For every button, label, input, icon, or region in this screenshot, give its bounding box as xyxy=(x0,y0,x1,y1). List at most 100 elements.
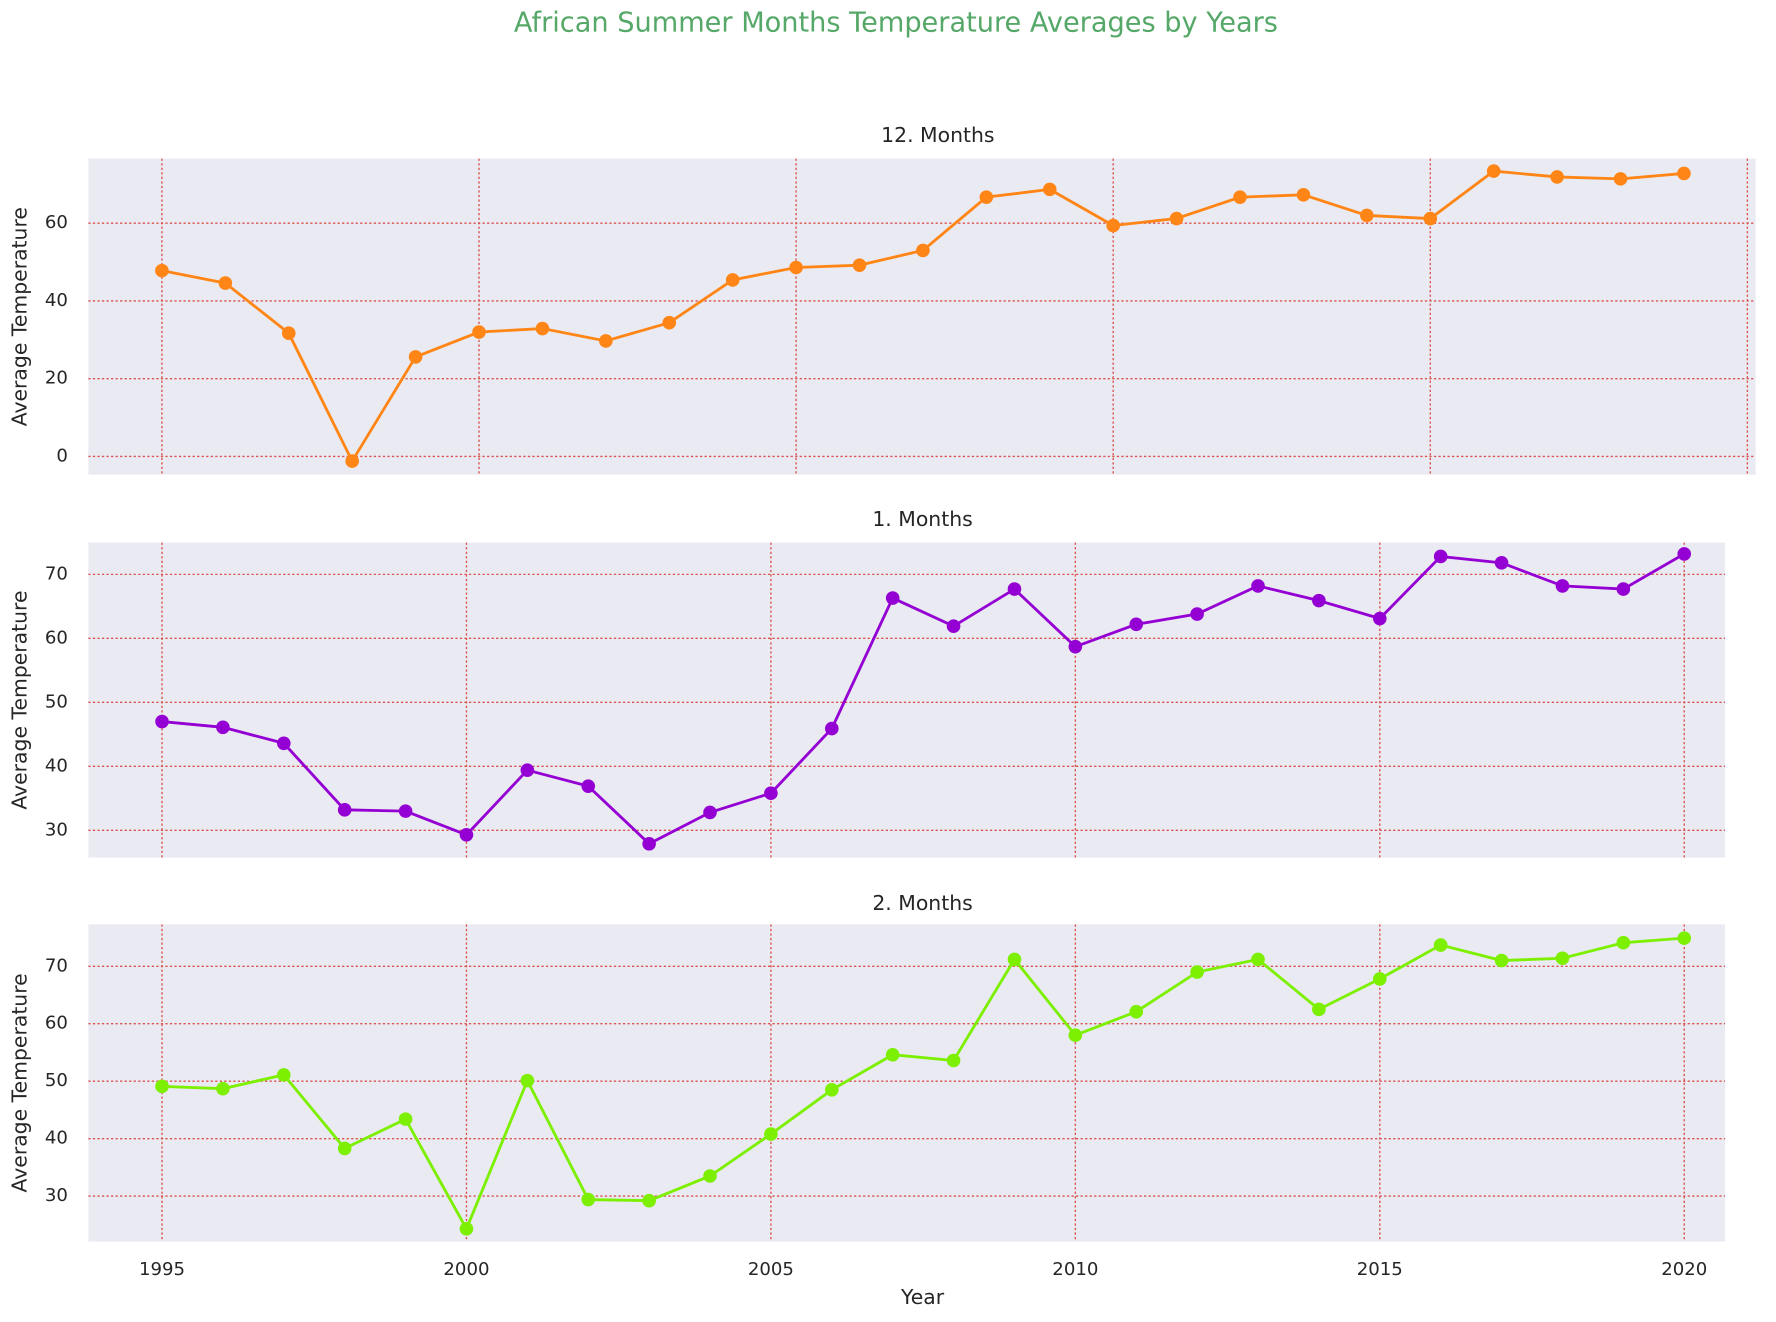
data-point xyxy=(1251,579,1265,593)
data-point xyxy=(1555,951,1570,966)
data-point xyxy=(642,1193,656,1208)
y-tick-label: 60 xyxy=(45,212,68,233)
data-point xyxy=(1550,170,1564,184)
y-tick-label: 60 xyxy=(45,1013,68,1034)
x-tick-label: 2010 xyxy=(1052,1259,1098,1280)
data-point xyxy=(277,1068,291,1082)
data-point xyxy=(459,828,474,842)
data-point xyxy=(725,273,740,287)
subplot-title: 12. Months xyxy=(881,123,994,147)
data-point xyxy=(885,1047,900,1062)
data-point xyxy=(1616,935,1631,950)
data-point xyxy=(218,276,233,290)
y-tick-label: 60 xyxy=(45,627,68,648)
data-point xyxy=(155,1079,169,1094)
data-point xyxy=(764,786,778,801)
data-point xyxy=(581,779,596,793)
data-point xyxy=(1616,582,1631,596)
data-line xyxy=(161,936,1685,1233)
data-point xyxy=(979,190,994,204)
y-tick-label: 40 xyxy=(45,290,68,311)
data-point xyxy=(703,1169,717,1183)
data-point xyxy=(1312,1002,1326,1017)
data-point xyxy=(1068,639,1083,654)
data-point xyxy=(885,591,900,605)
data-point xyxy=(337,803,352,817)
data-point xyxy=(852,258,867,272)
y-tick-label: 70 xyxy=(45,563,68,584)
data-point xyxy=(472,325,486,339)
data-point xyxy=(825,1083,839,1097)
data-point xyxy=(520,763,535,777)
data-point xyxy=(277,736,291,751)
x-tick-label: 1995 xyxy=(139,1259,185,1280)
y-tick-label: 20 xyxy=(45,368,68,389)
y-axis-label: Average Temperature xyxy=(7,207,31,426)
plot-area xyxy=(88,158,1756,475)
y-axis-label: Average Temperature xyxy=(7,590,31,809)
data-point xyxy=(1169,211,1184,226)
data-point xyxy=(599,334,613,348)
x-tick-label: 2015 xyxy=(1357,1259,1403,1280)
data-point xyxy=(946,619,961,633)
x-tick-label: 2000 xyxy=(443,1259,489,1280)
x-tick-label: 2020 xyxy=(1661,1259,1707,1280)
y-tick-label: 50 xyxy=(45,1070,68,1091)
y-tick-label: 30 xyxy=(45,1185,68,1206)
data-point xyxy=(1233,190,1247,204)
data-point xyxy=(1106,218,1120,233)
data-point xyxy=(1423,211,1438,226)
data-point xyxy=(1486,164,1501,178)
data-point xyxy=(1190,965,1204,979)
data-point xyxy=(1677,547,1692,561)
subplot-title: 1. Months xyxy=(872,507,972,531)
data-point xyxy=(1372,611,1387,626)
y-tick-label: 50 xyxy=(45,691,68,712)
data-point xyxy=(703,805,717,820)
data-point xyxy=(520,1073,535,1088)
data-point xyxy=(398,1112,413,1126)
data-point xyxy=(946,1053,961,1068)
data-point xyxy=(216,720,230,735)
data-point xyxy=(1433,549,1448,564)
data-point xyxy=(1190,607,1204,621)
data-line xyxy=(161,552,1685,846)
figure-title: African Summer Months Temperature Averag… xyxy=(514,7,1278,38)
data-point xyxy=(398,804,413,818)
plot-area xyxy=(88,542,1726,858)
data-point xyxy=(1677,931,1692,945)
plot-area xyxy=(88,924,1726,1242)
data-point xyxy=(825,721,839,736)
data-point xyxy=(1296,188,1311,202)
data-point xyxy=(337,1141,352,1156)
y-axis-label: Average Temperature xyxy=(7,973,31,1192)
data-point xyxy=(789,260,803,275)
data-point xyxy=(1360,208,1374,223)
data-point xyxy=(1494,953,1509,968)
data-point xyxy=(1613,172,1628,186)
x-tick-label: 2005 xyxy=(748,1259,794,1280)
data-point xyxy=(764,1127,778,1141)
data-point xyxy=(1312,593,1326,608)
subplot-title: 2. Months xyxy=(872,891,972,915)
data-point xyxy=(642,836,656,851)
data-point xyxy=(216,1081,230,1096)
data-point xyxy=(1007,952,1022,967)
y-tick-label: 40 xyxy=(45,1128,68,1149)
y-tick-label: 40 xyxy=(45,755,68,776)
data-point xyxy=(1129,617,1144,632)
y-tick-label: 70 xyxy=(45,955,68,976)
data-point xyxy=(1007,582,1022,596)
data-point xyxy=(1068,1028,1083,1043)
data-point xyxy=(155,263,169,278)
data-point xyxy=(1251,952,1265,967)
data-point xyxy=(155,714,169,729)
data-point xyxy=(1555,579,1570,593)
y-tick-label: 0 xyxy=(56,445,68,466)
data-point xyxy=(1433,938,1448,952)
data-point xyxy=(1494,556,1509,570)
data-point xyxy=(281,326,296,340)
data-point xyxy=(408,350,423,364)
